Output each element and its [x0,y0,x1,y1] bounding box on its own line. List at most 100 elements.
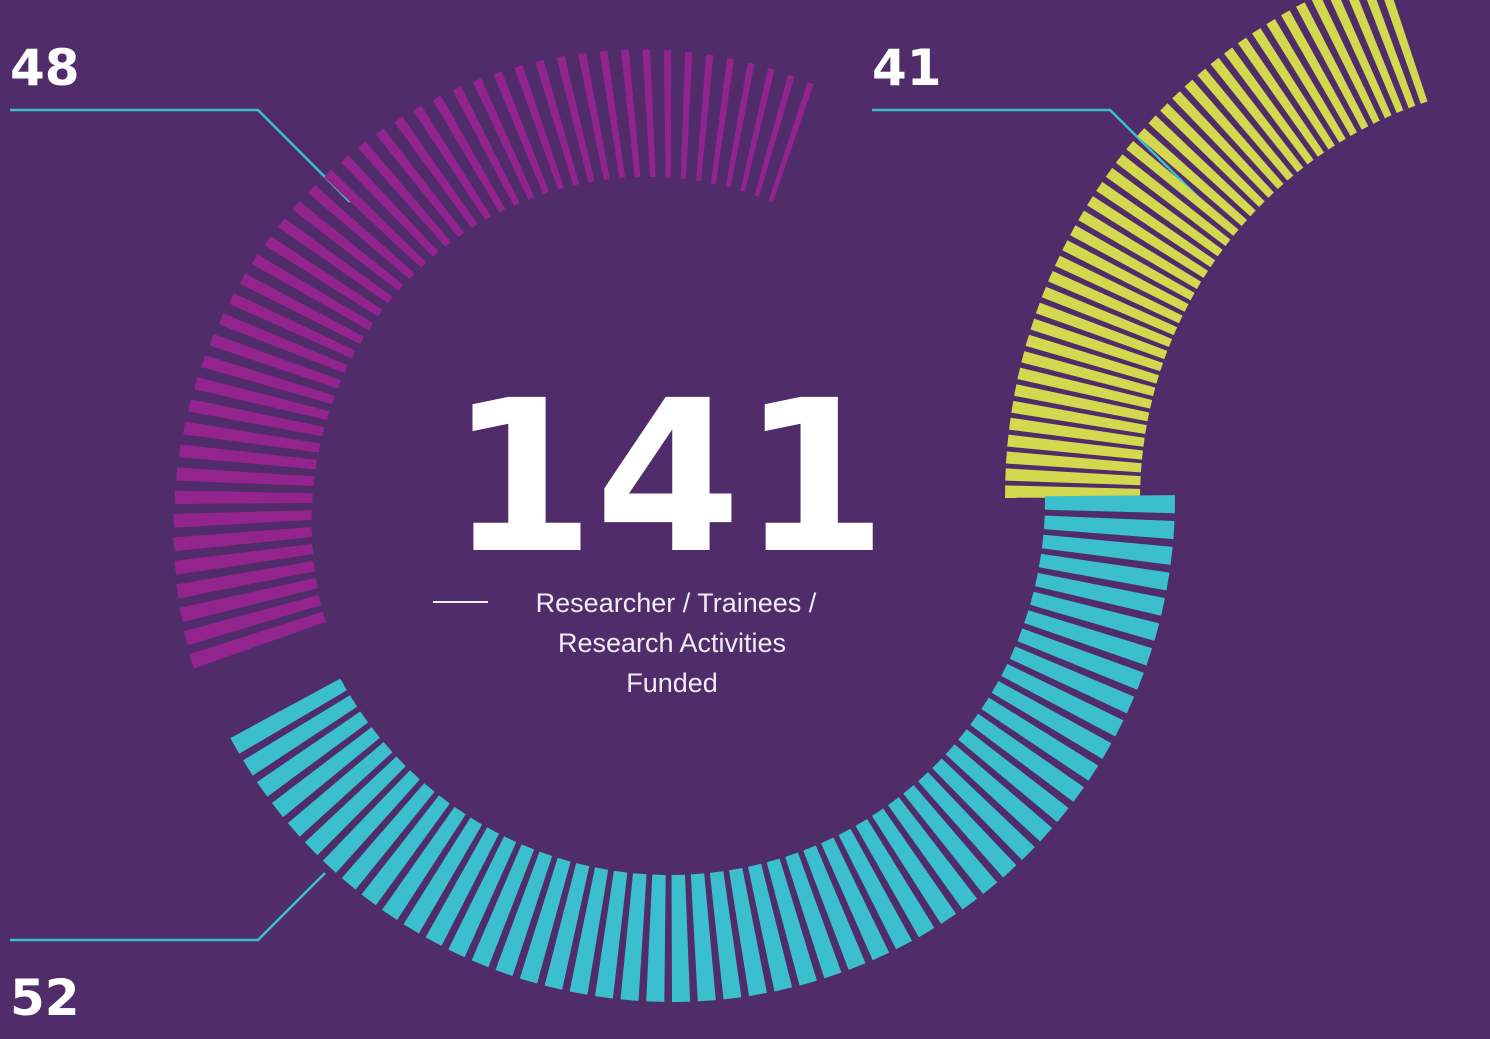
tick-bar [544,863,590,990]
tick-bar [1024,610,1153,666]
tick-bar [1087,196,1208,278]
tick-bar [970,713,1084,802]
tick-bar [173,527,313,552]
segment-label: 52 [10,969,80,1027]
tick-bar [413,105,492,221]
tick-bar [322,770,420,873]
tick-bar [1384,0,1428,104]
tick-bar [785,852,842,979]
tick-bar [472,78,535,200]
tick-bar [1044,495,1175,514]
tick-bar [1054,255,1183,324]
tick-bar [239,273,364,345]
tick-bar [1224,47,1314,165]
tick-bar [183,594,322,646]
tick-bar [888,797,977,910]
tick-bar [1014,384,1150,422]
tick-bar [766,858,817,986]
tick-bar [251,254,373,331]
tick-bar [671,874,691,1003]
tick-bar [535,59,580,186]
tick-bar [578,52,610,180]
tick-bar [179,578,318,622]
tick-bar [1252,28,1335,150]
tick-bar [803,845,866,970]
tick-bar [1184,79,1284,190]
tick-bar [361,795,450,906]
tick-bar [174,544,314,575]
segment-label: 41 [872,39,942,97]
tick-bar [1005,485,1141,499]
tick-bar [176,467,315,486]
tick-bar [556,55,595,183]
tick-bar [1126,141,1239,236]
tick-bar [1041,286,1173,347]
tick-bar [188,399,325,437]
tick-bar [991,681,1112,759]
tick-bar [621,49,641,178]
tick-bar [599,50,625,179]
tick-bar [1035,572,1165,616]
tick-bar [729,868,767,997]
segment [1005,0,1428,499]
tick-bar [1281,10,1357,136]
tick-bar [243,695,358,776]
tick-bar [710,58,734,185]
tick-bar [1148,115,1256,217]
tick-bar [569,867,609,995]
tick-bar [1366,0,1416,109]
segment [230,495,1175,1003]
tick-bar [519,857,571,984]
tick-bar [1296,2,1369,130]
tick-bar [324,169,427,268]
total: 141 [449,355,887,600]
tick-bar [690,873,716,1002]
tick-bar [1035,302,1168,360]
tick-bar [174,490,313,504]
tick-bar [642,49,656,178]
tick-bar [725,62,755,188]
tick-bar [620,873,647,1001]
tick-bar [201,355,335,405]
tick-bar [382,806,466,920]
tick-bar [748,863,793,992]
total-label: Funded [626,668,718,698]
tick-bar [1009,417,1145,447]
tick-bar [358,141,451,247]
tick-bar [403,817,483,934]
segment-label: 48 [10,39,80,97]
tick-bar [696,54,714,182]
tick-bar [1030,591,1160,641]
tick-bar [304,756,406,856]
tick-bar [287,742,393,837]
tick-bar [1266,19,1346,143]
tick-bar [292,201,404,291]
tick-bar [493,71,550,195]
tick-bar [821,837,890,961]
tick-bar [173,510,312,528]
tick-bar [768,82,814,203]
tick-bar [1160,103,1265,207]
tick-bar [179,444,317,470]
tick-bar [1237,37,1325,157]
tick-bar [1038,553,1170,591]
tick-bar [680,52,693,179]
tick-bar [1011,400,1147,434]
tick-bar [448,836,517,958]
tick-bar [754,74,795,197]
tick-bar [918,772,1017,878]
tick-bar [1001,663,1124,737]
tick-bar [903,785,998,894]
tick-bar [1021,351,1156,397]
tick-bar [514,65,564,190]
tick-bar [425,827,499,946]
tick-bar [1017,628,1144,690]
tick-bar [1030,318,1163,372]
total-label: Researcher / Trainees / [536,588,817,618]
tick-bar [945,744,1053,842]
tick-bar [278,218,393,304]
tick-bar [1005,451,1142,473]
tick-bar [264,235,383,317]
tick-bar [1115,154,1231,247]
tick-bar [308,185,415,280]
